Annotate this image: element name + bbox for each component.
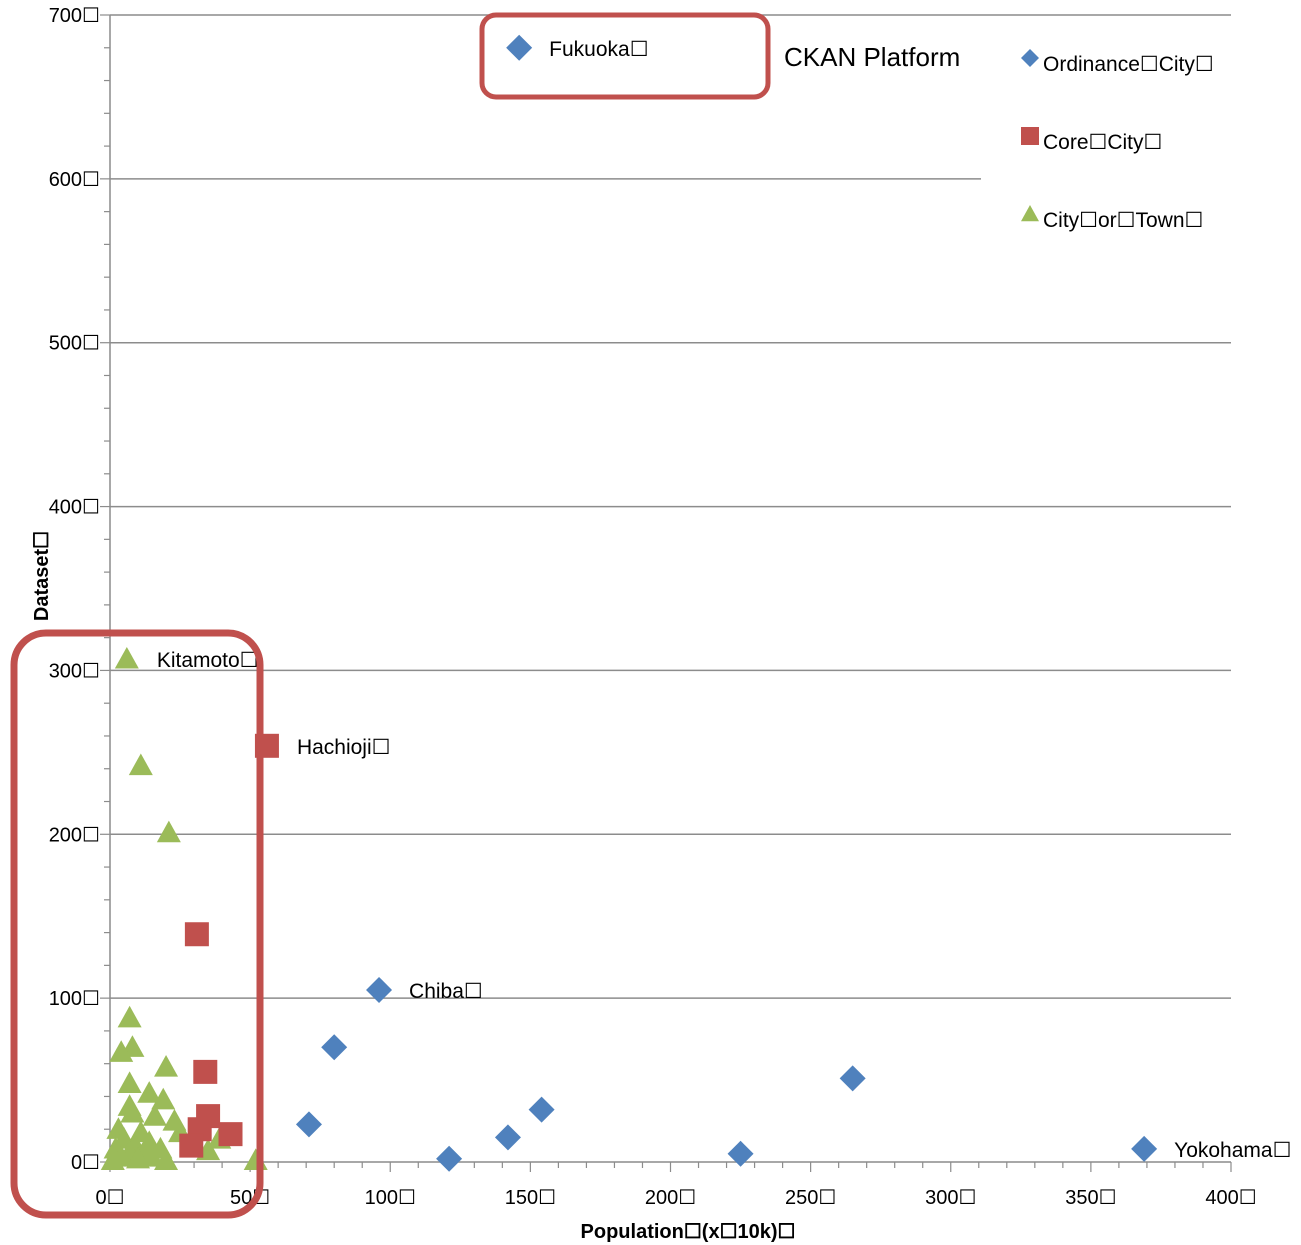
legend-entry: Ordinance☐City☐ <box>1043 53 1214 76</box>
diamond-marker <box>839 1065 866 1092</box>
axes <box>100 14 1232 1172</box>
y-tick-label: 100☐ <box>49 988 100 1010</box>
square-marker <box>193 1059 218 1084</box>
triangle-marker <box>128 753 153 776</box>
square-marker <box>184 922 209 947</box>
legend-entry: Core☐City☐ <box>1043 131 1162 154</box>
triangle-marker <box>154 1054 179 1077</box>
y-tick-label: 300☐ <box>49 660 100 682</box>
legend-entry: City☐or☐Town☐ <box>1043 209 1203 232</box>
triangle-marker <box>100 1148 125 1170</box>
x-tick-label: 150☐ <box>505 1187 556 1209</box>
x-tick-label: 250☐ <box>785 1187 836 1209</box>
legend-diamond-icon <box>1021 49 1039 67</box>
highlight-boxes <box>10 12 771 1219</box>
triangle-marker <box>140 1145 165 1167</box>
highlight-box-left <box>10 629 264 1219</box>
x-tick-label: 0☐ <box>95 1187 124 1209</box>
diamond-marker <box>528 1096 555 1123</box>
diamond-marker <box>494 1124 521 1151</box>
x-tick-label: 400☐ <box>1205 1187 1256 1209</box>
point-label: Kitamoto☐ <box>157 649 259 672</box>
x-tick-label: 200☐ <box>645 1187 696 1209</box>
y-tick-label: 0☐ <box>71 1152 100 1174</box>
triangle-marker <box>142 1104 167 1126</box>
x-tick-label: 300☐ <box>925 1187 976 1209</box>
triangle-marker <box>154 1148 179 1170</box>
triangle-marker <box>156 820 181 843</box>
triangle-marker <box>114 646 139 669</box>
y-axis-title: Dataset☐ <box>31 531 53 621</box>
legend-triangle-icon <box>1021 205 1039 222</box>
legend: Ordinance☐City☐ Core☐City☐ City☐or☐Town☐ <box>1021 49 1214 232</box>
diamond-marker <box>321 1034 348 1061</box>
triangle-marker <box>120 1100 145 1123</box>
tick-labels: 0☐100☐200☐300☐400☐500☐600☐700☐0☐ 50☐ 100☐ 1… <box>49 5 1257 1209</box>
data-markers <box>100 34 1158 1172</box>
triangle-marker <box>117 1005 142 1028</box>
diamond-marker <box>436 1145 463 1172</box>
point-labels: Fukuoka☐ Chiba☐ Yokohama☐ Hachioji☐ Kitamoto… <box>157 38 1292 1162</box>
diamond-marker <box>506 34 533 61</box>
square-marker <box>218 1122 243 1147</box>
gridlines <box>110 14 1231 999</box>
diamond-marker <box>727 1140 754 1167</box>
diamond-marker <box>1131 1135 1158 1162</box>
chart-annotation: CKAN Platform <box>784 42 960 72</box>
y-tick-label: 500☐ <box>49 333 100 355</box>
x-axis-title: Population☐(x☐10k)☐ <box>581 1221 796 1243</box>
point-label: Yokohama☐ <box>1174 1139 1291 1162</box>
triangle-marker <box>137 1081 162 1103</box>
y-tick-label: 400☐ <box>49 497 100 519</box>
point-label: Hachioji☐ <box>297 736 391 759</box>
point-label: Fukuoka☐ <box>549 38 648 61</box>
triangle-marker <box>151 1087 176 1110</box>
triangle-marker <box>109 1040 134 1062</box>
y-tick-label: 200☐ <box>49 824 100 846</box>
square-marker <box>179 1133 204 1158</box>
triangle-marker <box>243 1148 268 1170</box>
x-tick-label: 100☐ <box>365 1187 416 1209</box>
y-tick-label: 600☐ <box>49 169 100 191</box>
legend-square-icon <box>1021 127 1039 145</box>
triangle-marker <box>117 1071 142 1093</box>
diamond-marker <box>366 976 393 1003</box>
point-label: Chiba☐ <box>409 980 483 1003</box>
highlight-box-top <box>479 12 771 100</box>
diamond-marker <box>295 1111 322 1138</box>
x-tick-label: 350☐ <box>1065 1187 1116 1209</box>
y-tick-label: 700☐ <box>49 5 100 27</box>
